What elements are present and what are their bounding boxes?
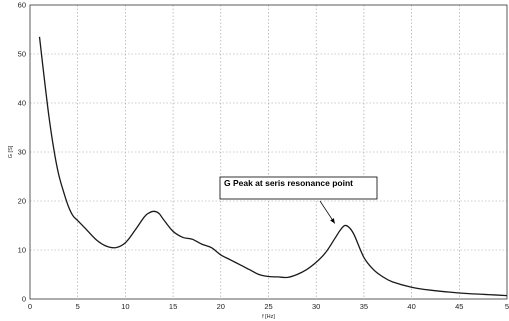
x-tick-label: 15 bbox=[169, 302, 177, 311]
annotation-text: G Peak at seris resonance point bbox=[224, 178, 353, 188]
x-tick-label: 40 bbox=[407, 302, 415, 311]
y-tick-label: 20 bbox=[18, 197, 26, 206]
y-tick-label: 0 bbox=[22, 295, 26, 304]
x-tick-label: 25 bbox=[264, 302, 272, 311]
annotation-group: G Peak at seris resonance point bbox=[219, 176, 378, 224]
x-tick-label: 30 bbox=[312, 302, 320, 311]
x-tick-label: 10 bbox=[121, 302, 129, 311]
x-tick-label: 0 bbox=[28, 302, 32, 311]
grid-lines bbox=[30, 5, 507, 299]
x-tick-label: 45 bbox=[455, 302, 463, 311]
annotation-arrowhead-icon bbox=[330, 218, 335, 224]
plot-frame bbox=[29, 4, 508, 300]
y-tick-label: 60 bbox=[18, 1, 26, 10]
y-axis-label: G [S] bbox=[8, 145, 14, 158]
y-tick-label: 30 bbox=[18, 148, 26, 157]
x-axis-label: f [Hz] bbox=[262, 314, 275, 320]
x-axis-ticks: 0 5 10 15 20 25 30 35 40 45 5 bbox=[28, 302, 509, 311]
x-tick-label: 20 bbox=[217, 302, 225, 311]
x-tick-label: 5 bbox=[505, 302, 509, 311]
x-tick-label: 5 bbox=[76, 302, 80, 311]
x-tick-label: 35 bbox=[360, 302, 368, 311]
series-line-conductance bbox=[38, 36, 508, 297]
y-tick-label: 40 bbox=[18, 99, 26, 108]
y-tick-label: 50 bbox=[18, 50, 26, 59]
y-axis-ticks: 0 10 20 30 40 50 60 bbox=[18, 1, 26, 304]
y-tick-label: 10 bbox=[18, 246, 26, 255]
annotation-box bbox=[219, 176, 378, 200]
